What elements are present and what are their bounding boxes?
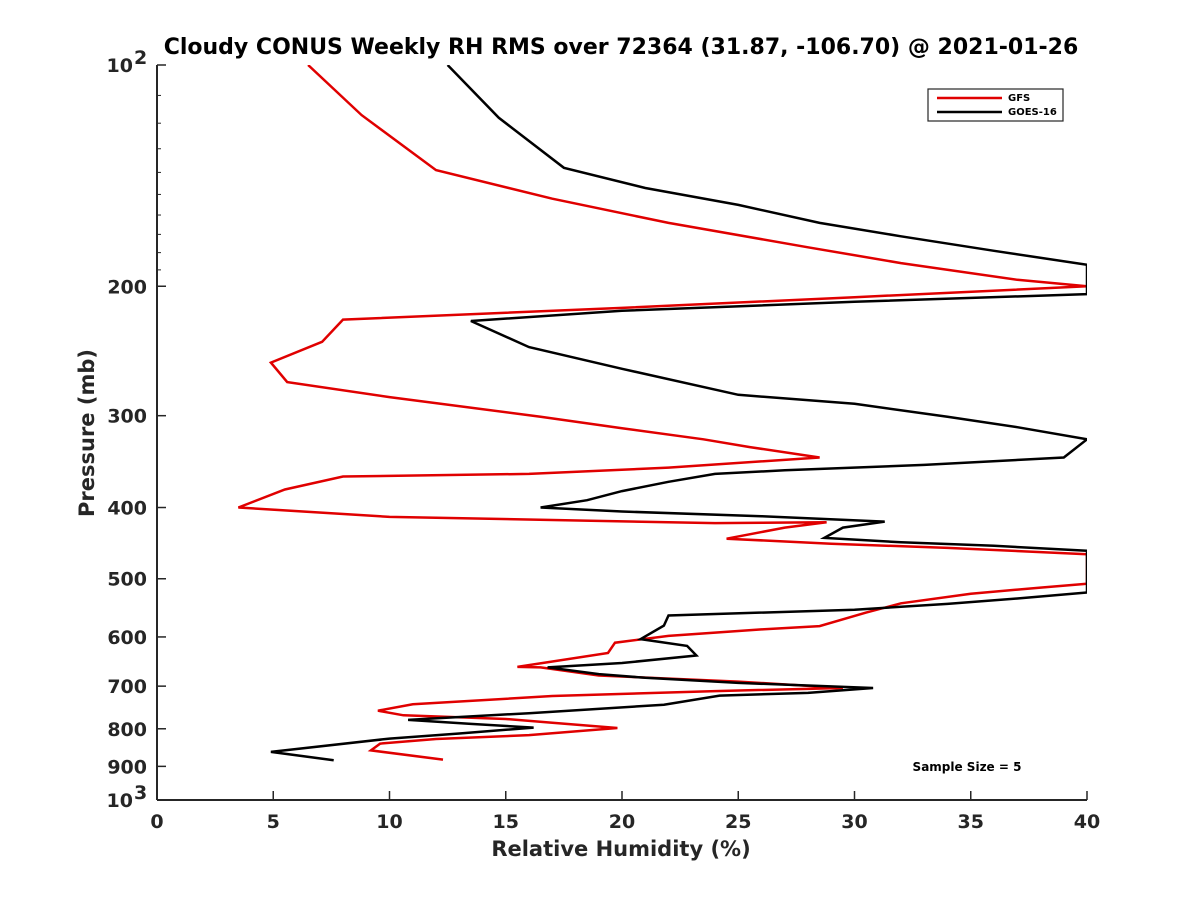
x-tick-label: 10: [376, 811, 402, 833]
x-axis-title: Relative Humidity (%): [491, 837, 750, 861]
x-tick-label: 20: [609, 811, 635, 833]
y-tick-label: 10: [107, 790, 133, 812]
y-tick-label: 800: [107, 719, 147, 741]
y-tick-label: 500: [107, 569, 147, 591]
series-line-gfs: [237, 65, 1087, 761]
x-tick-label: 15: [493, 811, 519, 833]
x-tick-label: 5: [267, 811, 280, 833]
legend-label-goes16: GOES-16: [1008, 107, 1057, 118]
y-tick-label: 700: [107, 676, 147, 698]
y-axis-title: Pressure (mb): [75, 349, 99, 517]
y-tick-label: 400: [107, 498, 147, 520]
y-tick-label: 300: [107, 406, 147, 428]
legend: GFS GOES-16: [927, 88, 1064, 122]
legend-label-gfs: GFS: [1008, 93, 1030, 104]
series-line-goes16: [270, 65, 1087, 762]
x-tick-label: 40: [1074, 811, 1100, 833]
legend-box: [927, 88, 1064, 122]
y-tick-label: 200: [107, 276, 147, 298]
y-tick-label: 600: [107, 627, 147, 649]
series-lines: [237, 65, 1087, 762]
chart-title: Cloudy CONUS Weekly RH RMS over 72364 (3…: [164, 35, 1079, 60]
y-tick-label: 900: [107, 756, 147, 778]
y-tick-exponent: 2: [134, 47, 147, 69]
sample-size-annotation: Sample Size = 5: [913, 760, 1022, 774]
y-tick-label: 10: [107, 55, 133, 77]
x-tick-label: 30: [841, 811, 867, 833]
x-tick-label: 0: [150, 811, 163, 833]
x-tick-label: 35: [958, 811, 984, 833]
y-tick-exponent: 3: [134, 782, 147, 804]
x-tick-label: 25: [725, 811, 751, 833]
